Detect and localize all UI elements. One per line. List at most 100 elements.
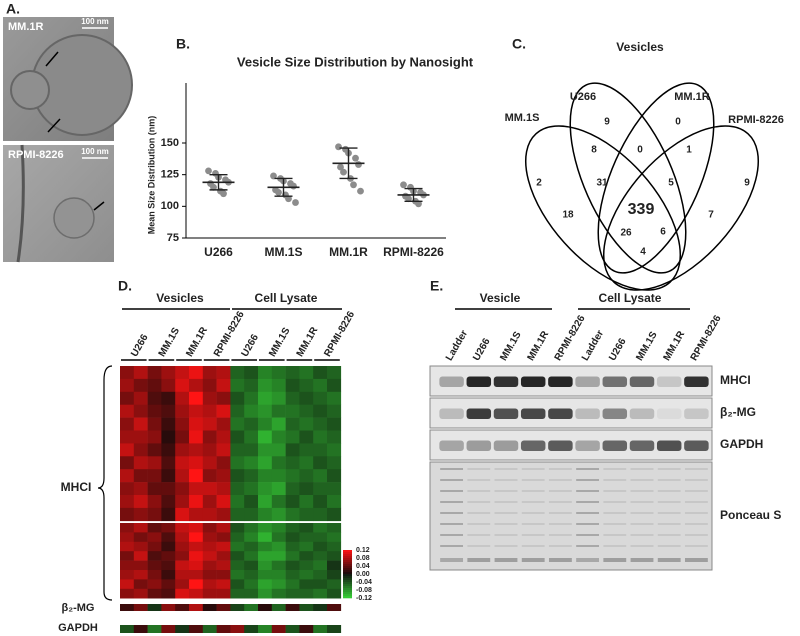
- data-point: [350, 181, 357, 189]
- heatmap-cell: [258, 570, 273, 580]
- heatmap-cell: [313, 588, 328, 599]
- heatmap-cell: [189, 366, 204, 380]
- heatmap-cell: [299, 570, 314, 580]
- heatmap-cell: [258, 625, 273, 633]
- colorbar-step: [343, 582, 352, 585]
- heatmap-cell: [147, 541, 162, 552]
- heatmap-cell: [161, 570, 176, 580]
- heatmap-cell: [120, 456, 135, 470]
- heatmap-cell: [161, 469, 176, 483]
- ponceau-band: [467, 545, 491, 547]
- heatmap-cell: [202, 482, 217, 496]
- y-axis-label: Mean Size Distribution (nm): [146, 116, 156, 235]
- ponceau-band: [467, 558, 491, 562]
- colorbar-step: [343, 554, 352, 557]
- colorbar-step: [343, 572, 352, 575]
- ponceau-band: [467, 501, 491, 503]
- heatmap-cell: [161, 482, 176, 496]
- ponceau-band: [576, 468, 600, 470]
- heatmap-cell: [244, 482, 259, 496]
- ponceau-band: [440, 468, 464, 470]
- heatmap-cell: [230, 570, 245, 580]
- chart-title: Vesicle Size Distribution by Nanosight: [237, 54, 474, 69]
- heatmap-cell: [161, 443, 176, 457]
- heatmap-cell: [133, 443, 148, 457]
- heatmap-cell: [299, 507, 314, 522]
- heatmap-cell: [230, 541, 245, 552]
- ponceau-band: [576, 545, 600, 547]
- ponceau-band: [494, 501, 518, 503]
- colorbar-step: [343, 586, 352, 589]
- venn-set: [569, 82, 687, 274]
- heatmap-cell: [327, 469, 342, 483]
- venn-set-label: RPMI-8226: [728, 114, 784, 126]
- ponceau-band: [440, 501, 464, 503]
- heatmap-cell: [120, 366, 135, 380]
- x-tick-label: U266: [204, 245, 233, 259]
- blot-band: [466, 408, 492, 419]
- heatmap-cell: [133, 604, 148, 611]
- heatmap-cell: [327, 430, 342, 444]
- blot-band: [520, 440, 546, 451]
- heatmap-cell: [299, 625, 314, 633]
- heatmap-cell: [161, 366, 176, 380]
- colorbar-step: [343, 584, 352, 587]
- heatmap-cell: [327, 391, 342, 405]
- heatmap-cell: [285, 391, 300, 405]
- heatmap-cell: [147, 404, 162, 418]
- heatmap-cell: [285, 456, 300, 470]
- heatmap-cell: [202, 378, 217, 393]
- heatmap-cell: [175, 391, 190, 405]
- data-point: [415, 200, 422, 208]
- heatmap-cell: [244, 443, 259, 457]
- heatmap-cell: [120, 404, 135, 418]
- heatmap-cell: [230, 378, 245, 393]
- heatmap-cell: [299, 378, 314, 393]
- ponceau-band: [657, 490, 681, 492]
- ponceau-band: [603, 534, 627, 536]
- heatmap-cell: [216, 560, 231, 571]
- venn-region: 5: [668, 178, 674, 189]
- colorbar-step: [343, 592, 352, 595]
- heatmap-cell: [230, 551, 245, 561]
- venn-set-label: U266: [570, 91, 596, 103]
- heatmap-cell: [133, 523, 148, 533]
- heatmap-cell: [175, 541, 190, 552]
- heatmap-cell: [202, 430, 217, 444]
- heatmap-cell: [327, 579, 342, 590]
- heatmap-cell: [161, 532, 176, 543]
- ponceau-band: [684, 490, 708, 492]
- heatmap-cell: [175, 570, 190, 580]
- heatmap-cell: [189, 469, 204, 483]
- ponceau-band: [440, 512, 464, 514]
- heatmap-cell: [147, 456, 162, 470]
- row-label: β₂-MG: [62, 602, 95, 614]
- data-point: [210, 183, 217, 191]
- heatmap-cell: [313, 570, 328, 580]
- micrograph-label: MM.1R: [8, 21, 44, 33]
- column-label: MM.1R: [295, 325, 321, 359]
- heatmap-cell: [133, 378, 148, 393]
- venn-set: [602, 125, 760, 291]
- heatmap-cell: [271, 560, 286, 571]
- data-point: [337, 163, 344, 171]
- colorbar-step: [343, 556, 352, 559]
- ponceau-band: [494, 490, 518, 492]
- heatmap-cell: [189, 523, 204, 533]
- heatmap-cell: [147, 391, 162, 405]
- heatmap-cell: [147, 579, 162, 590]
- data-point: [357, 187, 364, 195]
- heatmap-cell: [216, 430, 231, 444]
- heatmap-cell: [327, 482, 342, 496]
- data-point: [335, 143, 342, 151]
- ponceau-band: [440, 545, 464, 547]
- heatmap-cell: [258, 443, 273, 457]
- heatmap-cell: [271, 378, 286, 393]
- heatmap-cell: [244, 507, 259, 522]
- heatmap-cell: [244, 523, 259, 533]
- heatmap-cell: [216, 391, 231, 405]
- heatmap-cell: [216, 551, 231, 561]
- heatmap-cell: [202, 541, 217, 552]
- heatmap-cell: [120, 482, 135, 496]
- ponceau-band: [630, 545, 654, 547]
